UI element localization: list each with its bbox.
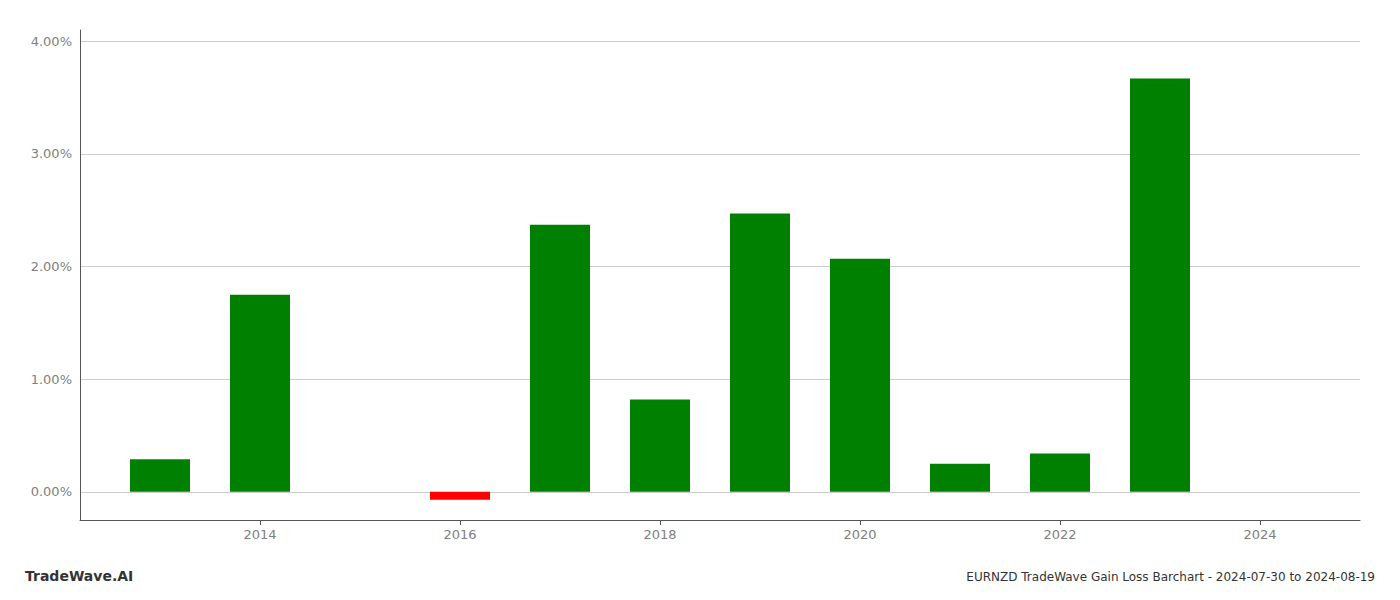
svg-text:EURNZD TradeWave Gain Loss Bar: EURNZD TradeWave Gain Loss Barchart - 20… xyxy=(966,570,1375,584)
svg-text:4.00%: 4.00% xyxy=(31,34,72,49)
svg-text:2020: 2020 xyxy=(843,527,876,542)
svg-text:0.00%: 0.00% xyxy=(31,484,72,499)
svg-text:2016: 2016 xyxy=(443,527,476,542)
svg-text:TradeWave.AI: TradeWave.AI xyxy=(25,568,133,584)
svg-text:2024: 2024 xyxy=(1243,527,1276,542)
svg-text:3.00%: 3.00% xyxy=(31,146,72,161)
svg-text:2022: 2022 xyxy=(1043,527,1076,542)
svg-text:2014: 2014 xyxy=(243,527,276,542)
svg-text:1.00%: 1.00% xyxy=(31,372,72,387)
svg-text:2.00%: 2.00% xyxy=(31,259,72,274)
svg-text:2018: 2018 xyxy=(643,527,676,542)
